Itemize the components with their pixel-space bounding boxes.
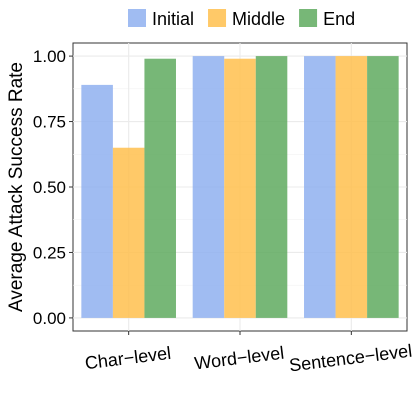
legend-label: Middle bbox=[232, 9, 285, 29]
legend-swatch-end bbox=[299, 9, 318, 27]
bar-initial bbox=[81, 84, 113, 318]
x-tick-label: Word−level bbox=[193, 343, 285, 374]
legend-swatch-initial bbox=[128, 9, 146, 27]
x-tick-label: Char−level bbox=[84, 343, 172, 373]
bar-middle bbox=[335, 56, 368, 318]
y-tick-label: 0.25 bbox=[33, 243, 66, 262]
bar-middle bbox=[112, 147, 145, 318]
bar-initial bbox=[304, 56, 336, 318]
y-tick-label: 0.00 bbox=[33, 309, 66, 328]
legend-swatch-middle bbox=[208, 9, 227, 27]
bar-end bbox=[144, 58, 176, 318]
legend-label: Initial bbox=[152, 9, 194, 29]
bar-initial bbox=[192, 56, 225, 318]
y-axis: 0.00 0.25 0.50 0.75 1.00 bbox=[33, 47, 73, 328]
legend: Initial Middle End bbox=[128, 9, 355, 29]
plot-area bbox=[72, 42, 408, 332]
y-tick-label: 0.50 bbox=[33, 178, 66, 197]
bar-end bbox=[255, 56, 288, 318]
x-axis: Char−level Word−level Sentence−level bbox=[84, 331, 413, 376]
x-tick-label: Sentence−level bbox=[288, 341, 413, 376]
bar-end bbox=[367, 56, 399, 318]
y-tick-label: 0.75 bbox=[33, 113, 66, 132]
bar-middle bbox=[224, 58, 256, 318]
y-tick-label: 1.00 bbox=[33, 47, 66, 66]
legend-label: End bbox=[323, 9, 355, 29]
bars bbox=[81, 56, 399, 318]
y-axis-label: Average Attack Success Rate bbox=[6, 62, 27, 312]
